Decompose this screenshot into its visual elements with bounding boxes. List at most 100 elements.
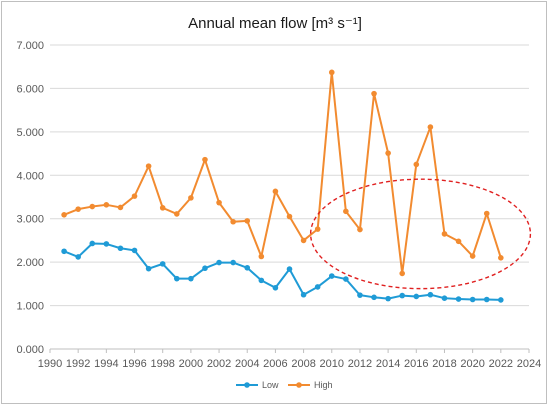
data-point-high — [483, 210, 490, 217]
data-point-low — [272, 284, 279, 291]
data-point-high — [498, 254, 504, 261]
data-point-high — [328, 69, 335, 76]
data-point-low — [469, 296, 476, 303]
data-point-low — [117, 245, 124, 252]
data-point-high — [188, 195, 194, 201]
x-axis-ticks: 1990 1992 1994 1996 1998 2000 2002 2004 2006 2008… — [38, 349, 541, 370]
y-tick-label: 2.000 — [16, 257, 44, 269]
data-point-high — [230, 218, 236, 225]
data-point-low — [328, 273, 335, 279]
y-tick-label: 4.000 — [16, 170, 44, 182]
data-point-high — [103, 202, 110, 208]
data-point-low — [75, 254, 81, 260]
x-tick-label: 2012 — [348, 358, 372, 370]
data-point-low — [498, 297, 504, 303]
legend-marker-high — [296, 382, 302, 388]
data-point-high — [75, 206, 81, 212]
data-point-high — [145, 163, 152, 169]
data-point-low — [230, 259, 236, 266]
legend: Low High — [236, 380, 333, 390]
data-point-low — [286, 266, 293, 272]
data-point-high — [272, 188, 279, 195]
data-point-high — [117, 204, 124, 211]
data-point-low — [258, 277, 265, 284]
data-point-low — [343, 276, 349, 282]
series-line-low — [63, 242, 501, 301]
data-point-low — [483, 296, 490, 303]
x-tick-label: 2006 — [263, 358, 287, 370]
x-tick-label: 1994 — [94, 358, 118, 370]
data-point-low — [103, 241, 110, 247]
y-tick-label: 7.000 — [16, 40, 44, 52]
x-tick-label: 2010 — [320, 358, 344, 370]
x-tick-label: 2020 — [460, 358, 484, 370]
data-point-low — [173, 275, 180, 282]
legend-marker-low — [244, 382, 250, 388]
data-point-low — [314, 284, 321, 290]
data-point-low — [441, 295, 448, 301]
data-point-low — [131, 247, 138, 254]
data-point-low — [385, 295, 391, 302]
data-point-low — [216, 259, 222, 266]
series-line-high — [63, 71, 502, 275]
data-point-low — [455, 296, 462, 302]
x-tick-label: 1992 — [66, 358, 90, 370]
y-tick-label: 1.000 — [16, 301, 44, 313]
x-tick-label: 2008 — [291, 358, 315, 370]
chart-title: Annual mean flow [m³ s⁻¹] — [188, 15, 362, 32]
data-point-low — [188, 275, 194, 282]
data-point-high — [455, 238, 462, 245]
data-point-high — [357, 226, 363, 233]
y-tick-label: 0.000 — [16, 344, 44, 356]
y-tick-label: 3.000 — [16, 214, 44, 226]
data-point-low — [61, 248, 67, 255]
data-point-low — [357, 292, 363, 298]
data-point-high — [131, 193, 138, 199]
x-tick-label: 1990 — [38, 358, 62, 370]
data-point-high — [427, 124, 434, 130]
data-point-high — [61, 212, 67, 218]
x-tick-label: 2004 — [235, 358, 259, 370]
x-tick-label: 2002 — [207, 358, 231, 370]
x-tick-label: 2022 — [489, 358, 513, 370]
data-point-high — [343, 208, 349, 215]
y-tick-label: 6.000 — [16, 83, 44, 95]
data-point-high — [413, 161, 420, 168]
x-tick-label: 1996 — [122, 358, 146, 370]
y-axis-ticks: 0.000 1.000 2.000 3.000 4.000 5.000 6.000 7.000 — [16, 40, 44, 356]
x-tick-label: 2016 — [404, 358, 428, 370]
data-point-low — [399, 292, 406, 299]
grid-lines — [50, 44, 529, 307]
x-tick-label: 2014 — [376, 358, 400, 370]
data-point-low — [159, 261, 166, 267]
legend-label-low: Low — [262, 380, 279, 390]
data-point-high — [216, 199, 222, 206]
data-point-high — [244, 218, 251, 224]
data-point-low — [244, 264, 251, 271]
series-group — [61, 69, 504, 303]
data-point-low — [371, 294, 377, 301]
data-point-high — [300, 237, 307, 244]
data-point-high — [286, 213, 293, 220]
x-tick-label: 2000 — [179, 358, 203, 370]
data-point-high — [441, 231, 448, 237]
data-point-high — [469, 253, 476, 259]
data-point-high — [371, 90, 377, 97]
data-point-low — [89, 240, 96, 247]
y-tick-label: 5.000 — [16, 127, 44, 139]
data-point-low — [202, 265, 208, 272]
data-point-high — [159, 205, 166, 211]
data-point-low — [413, 293, 420, 300]
data-point-high — [202, 156, 208, 163]
data-point-high — [89, 203, 96, 210]
data-point-high — [258, 253, 265, 260]
legend-label-high: High — [314, 380, 333, 390]
x-tick-label: 1998 — [150, 358, 174, 370]
data-point-low — [300, 291, 307, 298]
data-point-low — [427, 291, 434, 298]
data-point-high — [314, 226, 321, 232]
x-tick-label: 2018 — [432, 358, 456, 370]
data-point-high — [399, 270, 406, 277]
data-point-low — [145, 265, 152, 272]
